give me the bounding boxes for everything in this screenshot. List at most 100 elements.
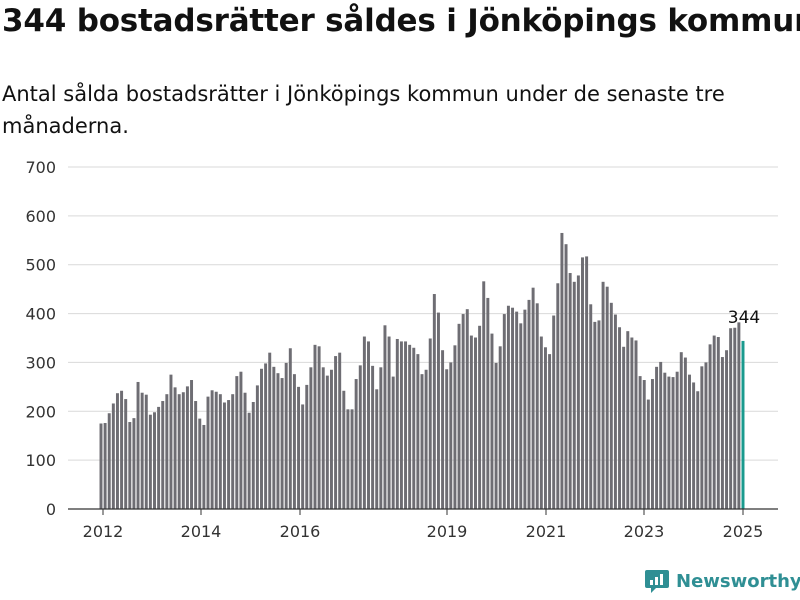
bar xyxy=(140,392,144,509)
bar xyxy=(589,304,593,509)
bar xyxy=(482,281,486,509)
bar xyxy=(622,346,626,509)
bar xyxy=(572,281,576,509)
bar xyxy=(132,418,136,509)
bar xyxy=(506,305,510,509)
bar xyxy=(700,366,704,509)
bar xyxy=(543,347,547,509)
x-tick-label: 2012 xyxy=(83,522,124,541)
bar xyxy=(585,256,589,509)
bar xyxy=(305,384,309,509)
bar xyxy=(362,336,366,509)
bar xyxy=(601,281,605,509)
bar xyxy=(153,412,156,509)
newsworthy-logo: Newsworthy xyxy=(644,568,800,594)
bar xyxy=(173,387,177,509)
bar xyxy=(161,401,165,509)
bar xyxy=(502,314,506,509)
y-tick-label: 500 xyxy=(25,256,56,275)
bar xyxy=(478,325,482,509)
bar xyxy=(288,348,292,509)
bar xyxy=(399,341,403,509)
bar xyxy=(243,392,247,509)
bar xyxy=(391,376,395,509)
bar xyxy=(292,374,296,509)
y-tick-label: 400 xyxy=(25,305,56,324)
y-tick-label: 200 xyxy=(25,402,56,421)
bar xyxy=(181,392,185,509)
bar xyxy=(99,423,103,509)
bar xyxy=(659,361,663,509)
y-tick-label: 0 xyxy=(46,500,56,519)
bar xyxy=(564,244,568,509)
bar xyxy=(609,302,613,509)
bar xyxy=(527,299,531,509)
bar xyxy=(148,414,152,509)
bar xyxy=(321,367,325,509)
bar xyxy=(663,372,667,509)
bar xyxy=(251,402,255,509)
bar xyxy=(436,312,440,509)
bar xyxy=(441,350,445,509)
bar xyxy=(704,362,708,509)
chart-subtitle: Antal sålda bostadsrätter i Jönköpings k… xyxy=(2,82,725,138)
bar xyxy=(206,396,210,509)
bar xyxy=(329,369,333,509)
bar xyxy=(675,371,679,509)
bar xyxy=(679,352,683,509)
bar xyxy=(177,394,181,509)
bar xyxy=(103,423,107,509)
bar xyxy=(737,322,741,509)
bar xyxy=(144,394,148,509)
y-tick-label: 300 xyxy=(25,353,56,372)
bar xyxy=(255,385,259,509)
bar xyxy=(457,323,461,509)
bar xyxy=(531,287,535,509)
bar xyxy=(638,376,642,509)
bar xyxy=(210,390,214,509)
bar xyxy=(222,402,226,509)
bar xyxy=(301,404,305,509)
bar xyxy=(169,374,173,509)
bar xyxy=(626,331,630,509)
bar xyxy=(268,352,272,509)
bar xyxy=(432,294,436,509)
bar xyxy=(597,320,601,509)
bar xyxy=(650,379,654,509)
bar xyxy=(136,381,140,509)
y-tick-label: 700 xyxy=(25,158,56,177)
bar xyxy=(519,323,523,509)
bar xyxy=(194,401,198,509)
bar xyxy=(115,393,119,509)
bar xyxy=(342,390,346,509)
bar xyxy=(280,378,284,509)
bar xyxy=(646,399,650,509)
bar xyxy=(560,232,564,509)
bar xyxy=(655,366,659,509)
x-tick-label: 2016 xyxy=(280,522,321,541)
y-tick-label: 600 xyxy=(25,207,56,226)
bar xyxy=(165,394,169,509)
bar xyxy=(309,367,313,509)
bar xyxy=(387,336,391,509)
bar xyxy=(247,412,251,509)
bar xyxy=(367,341,370,509)
bar xyxy=(264,363,268,509)
brand-name: Newsworthy xyxy=(676,570,800,592)
bar xyxy=(190,380,194,509)
bar xyxy=(214,391,218,509)
bar xyxy=(490,333,494,509)
bar xyxy=(227,400,231,509)
bar xyxy=(124,399,128,509)
bar xyxy=(535,303,539,509)
bar xyxy=(453,345,457,509)
bar xyxy=(618,327,622,509)
bar xyxy=(515,311,519,509)
bar xyxy=(548,354,552,509)
bar xyxy=(498,346,502,509)
bar xyxy=(231,394,235,509)
bar xyxy=(539,336,543,509)
chart-title: 344 bostadsrätter såldes i Jönköpings ko… xyxy=(2,3,800,39)
x-tick-label: 2023 xyxy=(624,522,665,541)
bar xyxy=(354,379,358,509)
